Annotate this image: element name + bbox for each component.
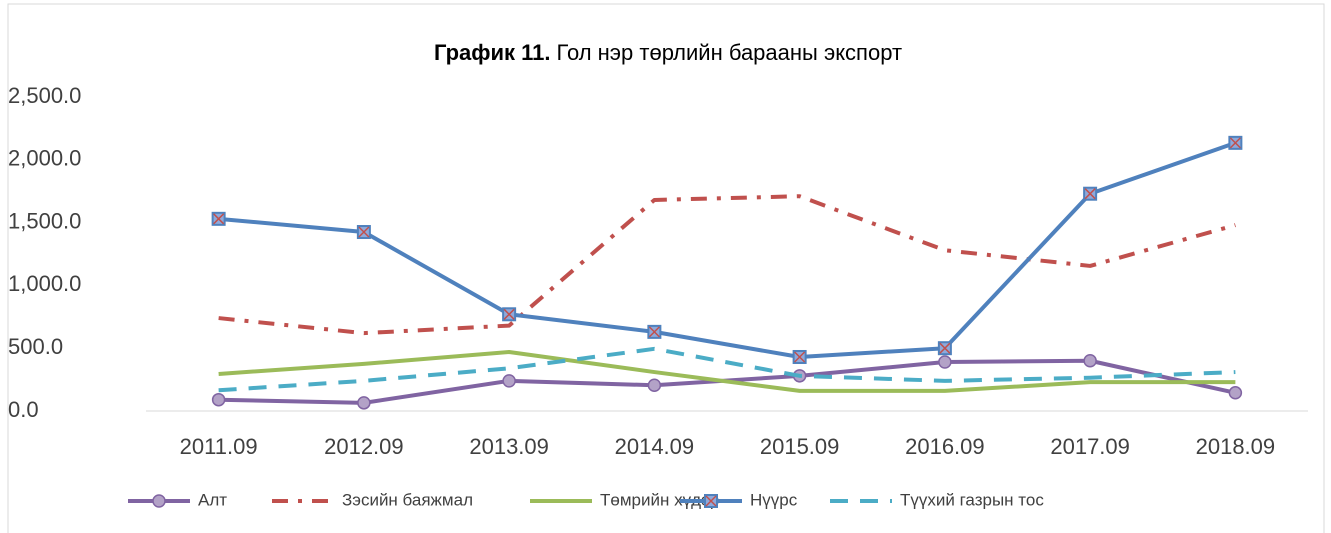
title-text: Гол нэр төрлийн барааны экспорт (557, 40, 903, 65)
legend-label: Төмрийн хүдэр (600, 490, 719, 509)
legend-label: Зэсийн баяжмал (342, 490, 473, 509)
series-line (218, 194, 1236, 336)
marker-cross (794, 351, 806, 363)
x-tick-label: 2012.09 (324, 434, 404, 459)
y-tick-label: 1,500.0 (8, 208, 81, 233)
legend-marker (152, 494, 166, 508)
marker-cross (503, 308, 515, 320)
marker-cross (939, 342, 951, 354)
x-tick-label: 2011.09 (180, 434, 258, 459)
series-line (218, 346, 1236, 393)
y-tick-label: 1,000.0 (8, 271, 81, 296)
legend-label: Түүхий газрын тос (900, 490, 1044, 509)
marker-cross (1229, 137, 1241, 149)
y-tick-label: 2,500.0 (8, 83, 81, 108)
chart-frame (7, 3, 1325, 533)
marker (502, 374, 516, 388)
x-tick-label: 2018.09 (1196, 434, 1276, 459)
legend-label: Нүүрс (750, 490, 798, 509)
legend-marker-cross (705, 495, 717, 507)
x-tick-label: 2016.09 (905, 434, 985, 459)
title-prefix: График 11. (434, 40, 551, 65)
x-tick-label: 2017.09 (1050, 434, 1130, 459)
y-tick-label: 2,000.0 (8, 146, 81, 171)
marker (211, 392, 226, 407)
marker-cross (648, 326, 660, 338)
marker (647, 378, 662, 393)
chart-title: График 11. Гол нэр төрлийн барааны экспор… (434, 40, 902, 65)
marker (938, 355, 952, 369)
marker (357, 396, 371, 410)
marker (1083, 354, 1097, 368)
series-line (218, 349, 1236, 393)
marker-cross (213, 213, 225, 225)
legend-label: Алт (198, 490, 227, 509)
marker-cross (1084, 188, 1096, 200)
x-tick-label: 2015.09 (760, 434, 840, 459)
series-line (218, 140, 1237, 359)
marker (1228, 386, 1243, 400)
y-tick-label: 0.0 (8, 397, 39, 422)
marker-cross (358, 226, 370, 238)
y-tick-label: 500.0 (8, 334, 63, 359)
x-tick-label: 2014.09 (615, 434, 695, 459)
x-tick-label: 2013.09 (469, 434, 549, 459)
